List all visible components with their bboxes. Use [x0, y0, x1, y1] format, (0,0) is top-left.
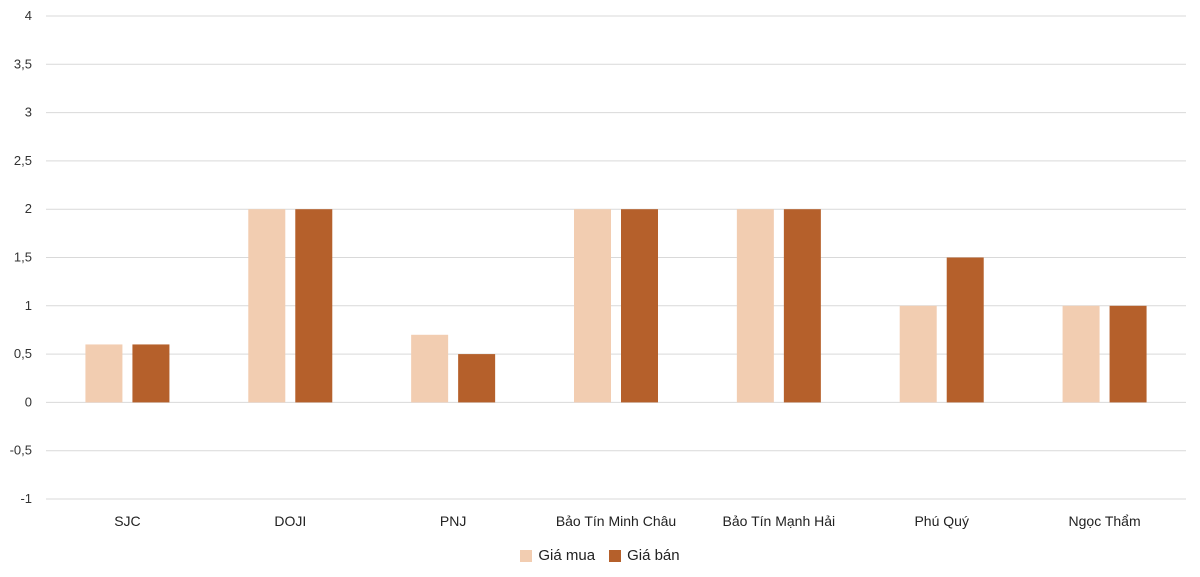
bar-gia-ban-0[interactable]: [132, 344, 170, 403]
bar-gia-mua-1[interactable]: [248, 209, 286, 403]
y-tick-label: 1,5: [14, 250, 32, 265]
y-tick-label: 0: [25, 394, 32, 409]
bar-gia-ban-2[interactable]: [458, 354, 496, 403]
y-tick-label: 3,5: [14, 56, 32, 71]
bar-gia-ban-4[interactable]: [783, 209, 821, 403]
legend: Giá mua Giá bán: [0, 547, 1200, 564]
bar-gia-mua-0[interactable]: [85, 344, 123, 403]
legend-swatch-gia-ban: [609, 549, 622, 562]
legend-swatch-gia-mua: [520, 549, 533, 562]
legend-item-gia-mua[interactable]: Giá mua: [520, 547, 595, 564]
y-tick-label: 2,5: [14, 153, 32, 168]
bar-gia-ban-5[interactable]: [946, 257, 984, 403]
bar-gia-ban-6[interactable]: [1109, 305, 1147, 403]
legend-label-gia-mua: Giá mua: [538, 547, 596, 564]
x-category-label: DOJI: [274, 513, 306, 529]
bar-gia-mua-4[interactable]: [736, 209, 774, 403]
bar-gia-mua-3[interactable]: [574, 209, 611, 403]
legend-item-gia-ban[interactable]: Giá bán: [609, 547, 680, 564]
y-tick-label: -0,5: [10, 443, 32, 458]
legend-label-gia-ban: Giá bán: [627, 547, 680, 564]
x-axis: SJC DOJI PNJ Bảo Tín Minh Châu Bảo Tín Mạnh …: [114, 513, 1140, 529]
y-tick-label: -1: [20, 491, 32, 506]
x-category-label: Bảo Tín Mạnh Hải: [723, 513, 836, 529]
bar-gia-mua-6[interactable]: [1062, 305, 1100, 403]
bar-chart: 4 3,5 3 2,5 2 1,5 1 0,5 0 -0,5 -1 SJC DOJI PNJ Bảo Tí…: [10, 8, 1186, 529]
x-category-label: PNJ: [440, 513, 466, 529]
y-tick-label: 2: [25, 201, 32, 216]
bar-gia-mua-2[interactable]: [411, 334, 449, 403]
gridlines: [46, 15, 1186, 500]
bar-gia-ban-3[interactable]: [621, 209, 658, 403]
bars: [85, 209, 1147, 403]
x-category-label: Phú Quý: [914, 513, 968, 529]
y-tick-label: 1: [25, 298, 32, 313]
x-category-label: Ngọc Thẩm: [1069, 513, 1141, 529]
y-tick-label: 4: [25, 8, 32, 23]
y-tick-label: 0,5: [14, 346, 32, 361]
y-axis: 4 3,5 3 2,5 2 1,5 1 0,5 0 -0,5 -1: [10, 8, 32, 506]
y-tick-label: 3: [25, 105, 32, 120]
bar-gia-ban-1[interactable]: [295, 209, 333, 403]
x-category-label: Bảo Tín Minh Châu: [556, 513, 676, 529]
x-category-label: SJC: [114, 513, 140, 529]
bar-gia-mua-5[interactable]: [899, 305, 937, 403]
